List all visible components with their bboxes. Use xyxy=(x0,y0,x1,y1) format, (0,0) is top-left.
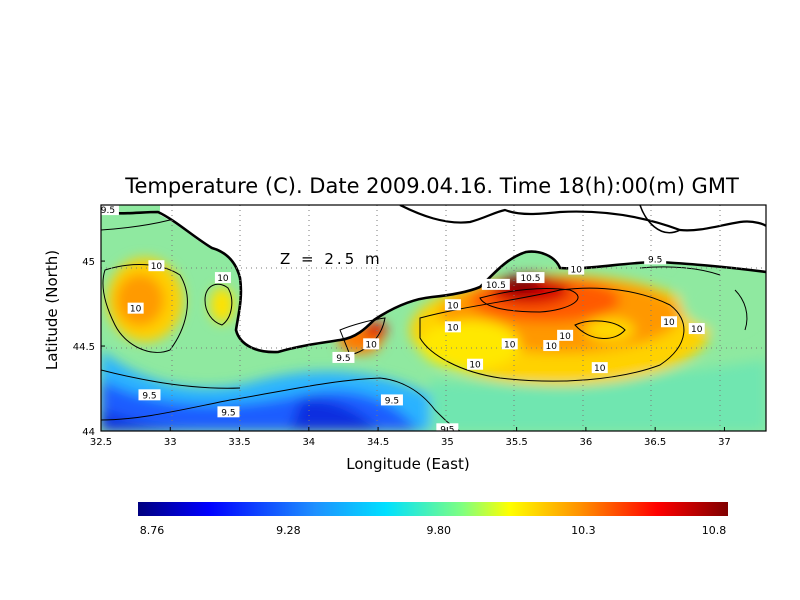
x-axis-ticks: 32.5 33 33.5 34 34.5 35 35.5 36 36.5 37 xyxy=(90,427,731,448)
contour-label: 10 xyxy=(467,358,484,371)
x-tick-label: 36.5 xyxy=(644,437,666,448)
contour-label: 9.5 xyxy=(380,394,403,406)
contour-label: 10 xyxy=(591,362,608,374)
contour-label: 10 xyxy=(444,299,461,311)
x-tick-label: 35 xyxy=(441,437,454,448)
contour-label: 9.5 xyxy=(138,389,161,401)
x-tick-label: 32.5 xyxy=(90,437,112,448)
depth-label: Z = 2.5 m xyxy=(280,250,383,268)
x-tick-label: 36 xyxy=(580,437,593,448)
azov-coastline xyxy=(399,205,766,232)
contour-label: 10 xyxy=(688,323,705,335)
svg-text:10: 10 xyxy=(217,274,229,284)
chart-title: Temperature (C). Date 2009.04.16. Time 1… xyxy=(124,174,739,198)
contour-label: 10 xyxy=(363,338,380,350)
svg-text:10.5: 10.5 xyxy=(486,281,506,291)
plot-frame xyxy=(100,204,767,432)
svg-text:10: 10 xyxy=(546,342,558,352)
svg-text:10.5: 10.5 xyxy=(520,274,540,284)
svg-text:9.5: 9.5 xyxy=(142,391,156,401)
colorbar-tick-label: 10.8 xyxy=(702,524,727,537)
contour-label: 9.5 xyxy=(332,351,355,364)
x-tick-label: 33.5 xyxy=(228,437,250,448)
svg-text:10: 10 xyxy=(570,266,582,276)
svg-text:9.5: 9.5 xyxy=(336,354,350,364)
svg-text:9.5: 9.5 xyxy=(101,206,115,216)
svg-text:10: 10 xyxy=(691,325,703,335)
contour-label: 10.5 xyxy=(481,278,510,291)
contour-label: 9.5 xyxy=(217,406,240,418)
contour-label: 10.5 xyxy=(516,272,545,284)
grid-lines xyxy=(101,205,766,431)
x-tick-label: 35.5 xyxy=(505,437,527,448)
svg-text:10: 10 xyxy=(447,301,459,311)
x-tick-label: 37 xyxy=(718,437,731,448)
y-axis-ticks: 44 44.5 45 xyxy=(73,257,105,438)
x-tick-label: 33 xyxy=(164,437,177,448)
x-tick-label: 34 xyxy=(302,437,315,448)
temperature-field: 9.51010109.59.5109.59.59.5101010.510.510… xyxy=(101,205,766,431)
svg-text:9.5: 9.5 xyxy=(385,396,399,406)
svg-text:10: 10 xyxy=(447,323,459,333)
contour-label: 10 xyxy=(127,302,144,315)
svg-text:10: 10 xyxy=(130,305,142,315)
svg-text:10: 10 xyxy=(504,340,516,350)
svg-text:10: 10 xyxy=(663,318,675,328)
y-tick-label: 44.5 xyxy=(73,342,95,353)
colorbar-tick-label: 9.80 xyxy=(427,524,452,537)
contour-label: 10 xyxy=(444,321,461,333)
contour-label: 9.5 xyxy=(644,253,667,265)
svg-text:9.5: 9.5 xyxy=(221,408,235,418)
svg-text:10: 10 xyxy=(151,262,163,272)
contour-label: 10 xyxy=(543,340,560,352)
y-tick-label: 44 xyxy=(82,427,95,438)
x-tick-label: 34.5 xyxy=(367,437,389,448)
svg-text:10: 10 xyxy=(594,364,606,374)
x-axis-label: Longitude (East) xyxy=(346,455,469,473)
colorbar-tick-label: 8.76 xyxy=(140,524,165,537)
colorbar-ticks: 8.76 9.28 9.80 10.3 10.8 xyxy=(140,524,727,537)
contour-label: 10 xyxy=(568,263,585,276)
contour-label: 10 xyxy=(501,338,518,350)
contour-label: 10 xyxy=(661,316,678,328)
colorbar xyxy=(138,502,728,516)
contour-labels: 9.51010109.59.5109.59.59.5101010.510.510… xyxy=(101,205,705,431)
contour-label: 10 xyxy=(214,272,231,284)
y-tick-label: 45 xyxy=(82,257,95,268)
contour-label: 9.5 xyxy=(101,205,119,216)
contour-label: 10 xyxy=(557,329,574,342)
svg-text:10: 10 xyxy=(469,361,481,371)
svg-text:10: 10 xyxy=(559,332,571,342)
crimea-land xyxy=(160,205,766,353)
contour-label: 10 xyxy=(148,260,165,272)
colorbar-tick-label: 9.28 xyxy=(276,524,301,537)
y-axis-label: Latitude (North) xyxy=(43,250,61,370)
svg-text:10: 10 xyxy=(365,340,377,350)
svg-text:9.5: 9.5 xyxy=(648,255,662,265)
colorbar-tick-label: 10.3 xyxy=(571,524,596,537)
